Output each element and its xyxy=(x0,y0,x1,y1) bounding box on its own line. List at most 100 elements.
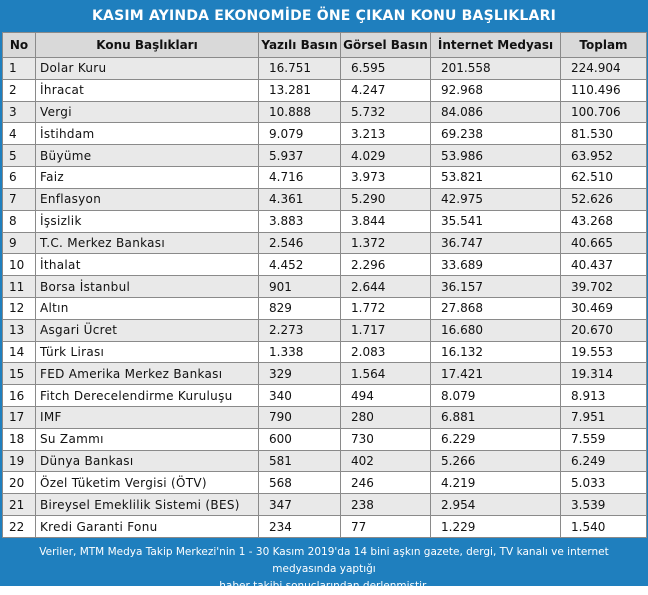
cell-no: 2 xyxy=(2,78,36,102)
cell-gorsel-basin: 5.732 xyxy=(340,100,431,124)
cell-no: 22 xyxy=(2,515,36,538)
cell-gorsel-basin: 2.083 xyxy=(340,340,431,364)
cell-konu: Dolar Kuru xyxy=(35,57,259,80)
cell-gorsel-basin: 1.564 xyxy=(340,362,431,386)
cell-konu: IMF xyxy=(35,406,259,429)
cell-no: 5 xyxy=(2,144,36,168)
cell-toplam: 20.670 xyxy=(560,318,647,342)
page-title: KASIM AYINDA EKONOMİDE ÖNE ÇIKAN KONU BA… xyxy=(92,8,556,24)
table-row: 18 Su Zammı 600 730 6.229 7.559 xyxy=(2,427,647,451)
footnote-line-1: Veriler, MTM Medya Takip Merkezi'nin 1 -… xyxy=(39,546,609,575)
cell-no: 17 xyxy=(2,406,36,429)
cell-internet-medyasi: 27.868 xyxy=(430,296,561,320)
cell-yazili-basin: 790 xyxy=(258,406,341,429)
cell-yazili-basin: 234 xyxy=(258,515,341,538)
data-table: No Konu Başlıkları Yazılı Basın Görsel B… xyxy=(2,32,647,538)
cell-toplam: 62.510 xyxy=(560,166,647,189)
cell-yazili-basin: 5.937 xyxy=(258,144,341,168)
cell-internet-medyasi: 53.821 xyxy=(430,166,561,189)
cell-no: 14 xyxy=(2,340,36,364)
cell-toplam: 30.469 xyxy=(560,296,647,320)
cell-gorsel-basin: 2.296 xyxy=(340,253,431,277)
cell-internet-medyasi: 6.881 xyxy=(430,406,561,429)
cell-yazili-basin: 13.281 xyxy=(258,78,341,102)
table-row: 12 Altın 829 1.772 27.868 30.469 xyxy=(2,296,647,320)
cell-konu: Vergi xyxy=(35,100,259,124)
cell-gorsel-basin: 5.290 xyxy=(340,187,431,211)
cell-gorsel-basin: 3.973 xyxy=(340,166,431,189)
cell-internet-medyasi: 53.986 xyxy=(430,144,561,168)
cell-internet-medyasi: 1.229 xyxy=(430,515,561,538)
cell-yazili-basin: 600 xyxy=(258,427,341,451)
cell-yazili-basin: 4.716 xyxy=(258,166,341,189)
cell-yazili-basin: 4.452 xyxy=(258,253,341,277)
table-row: 16 Fitch Derecelendirme Kuruluşu 340 494 8.0… xyxy=(2,384,647,407)
cell-no: 10 xyxy=(2,253,36,277)
table-row: 14 Türk Lirası 1.338 2.083 16.132 19.553 xyxy=(2,340,647,364)
cell-gorsel-basin: 1.372 xyxy=(340,231,431,255)
cell-internet-medyasi: 84.086 xyxy=(430,100,561,124)
column-header-gorsel-basin: Görsel Basın xyxy=(340,32,431,58)
cell-gorsel-basin: 3.844 xyxy=(340,209,431,233)
cell-konu: FED Amerika Merkez Bankası xyxy=(35,362,259,386)
cell-yazili-basin: 3.883 xyxy=(258,209,341,233)
cell-konu: Bireysel Emeklilik Sistemi (BES) xyxy=(35,493,259,517)
cell-no: 4 xyxy=(2,122,36,146)
cell-no: 6 xyxy=(2,166,36,189)
cell-gorsel-basin: 1.772 xyxy=(340,296,431,320)
cell-no: 18 xyxy=(2,427,36,451)
cell-konu: İşsizlik xyxy=(35,209,259,233)
cell-no: 1 xyxy=(2,57,36,80)
cell-gorsel-basin: 1.717 xyxy=(340,318,431,342)
cell-internet-medyasi: 4.219 xyxy=(430,471,561,495)
cell-gorsel-basin: 494 xyxy=(340,384,431,407)
column-header-toplam: Toplam xyxy=(560,32,647,58)
cell-konu: T.C. Merkez Bankası xyxy=(35,231,259,255)
cell-toplam: 63.952 xyxy=(560,144,647,168)
cell-gorsel-basin: 2.644 xyxy=(340,275,431,298)
cell-toplam: 224.904 xyxy=(560,57,647,80)
cell-internet-medyasi: 16.680 xyxy=(430,318,561,342)
cell-gorsel-basin: 238 xyxy=(340,493,431,517)
cell-internet-medyasi: 8.079 xyxy=(430,384,561,407)
cell-no: 21 xyxy=(2,493,36,517)
cell-konu: Kredi Garanti Fonu xyxy=(35,515,259,538)
cell-konu: Büyüme xyxy=(35,144,259,168)
table-row: 1 Dolar Kuru 16.751 6.595 201.558 224.904 xyxy=(2,57,647,80)
cell-toplam: 40.665 xyxy=(560,231,647,255)
cell-yazili-basin: 2.546 xyxy=(258,231,341,255)
cell-toplam: 43.268 xyxy=(560,209,647,233)
footnote-line-2: haber takibi sonuçlarından derlenmiştir. xyxy=(219,580,429,592)
cell-yazili-basin: 340 xyxy=(258,384,341,407)
table-row: 11 Borsa İstanbul 901 2.644 36.157 39.702 xyxy=(2,275,647,298)
cell-no: 7 xyxy=(2,187,36,211)
cell-konu: Dünya Bankası xyxy=(35,449,259,473)
cell-toplam: 6.249 xyxy=(560,449,647,473)
cell-no: 16 xyxy=(2,384,36,407)
cell-gorsel-basin: 402 xyxy=(340,449,431,473)
cell-yazili-basin: 581 xyxy=(258,449,341,473)
cell-internet-medyasi: 16.132 xyxy=(430,340,561,364)
cell-konu: İstihdam xyxy=(35,122,259,146)
table-row: 17 IMF 790 280 6.881 7.951 xyxy=(2,406,647,429)
cell-no: 19 xyxy=(2,449,36,473)
cell-internet-medyasi: 2.954 xyxy=(430,493,561,517)
cell-yazili-basin: 1.338 xyxy=(258,340,341,364)
cell-toplam: 81.530 xyxy=(560,122,647,146)
cell-toplam: 100.706 xyxy=(560,100,647,124)
cell-yazili-basin: 2.273 xyxy=(258,318,341,342)
table-row: 5 Büyüme 5.937 4.029 53.986 63.952 xyxy=(2,144,647,168)
cell-internet-medyasi: 69.238 xyxy=(430,122,561,146)
table-row: 20 Özel Tüketim Vergisi (ÖTV) 568 246 4.219 5… xyxy=(2,471,647,495)
cell-gorsel-basin: 77 xyxy=(340,515,431,538)
cell-internet-medyasi: 33.689 xyxy=(430,253,561,277)
cell-konu: Altın xyxy=(35,296,259,320)
table-row: 13 Asgari Ücret 2.273 1.717 16.680 20.670 xyxy=(2,318,647,342)
table-row: 2 İhracat 13.281 4.247 92.968 110.496 xyxy=(2,78,647,102)
cell-internet-medyasi: 92.968 xyxy=(430,78,561,102)
cell-internet-medyasi: 36.157 xyxy=(430,275,561,298)
cell-internet-medyasi: 35.541 xyxy=(430,209,561,233)
cell-no: 9 xyxy=(2,231,36,255)
table-row: 19 Dünya Bankası 581 402 5.266 6.249 xyxy=(2,449,647,473)
cell-gorsel-basin: 4.029 xyxy=(340,144,431,168)
